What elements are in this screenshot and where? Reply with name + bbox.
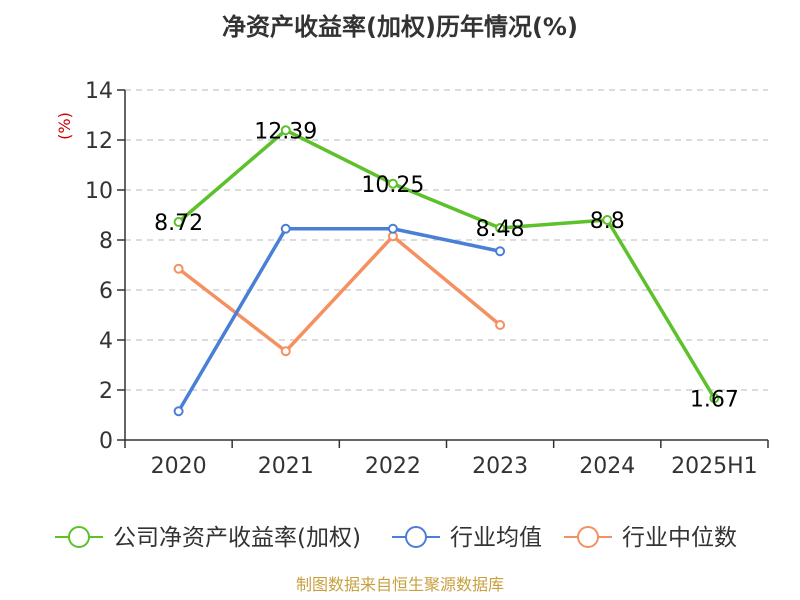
legend-item-0: 公司净资产收益率(加权) [55, 525, 361, 551]
data-point [387, 223, 398, 234]
y-tick-label: 10 [85, 179, 113, 204]
y-tick-label: 14 [85, 79, 113, 104]
data-point [602, 215, 613, 225]
data-label: 12.39 [254, 119, 317, 144]
axes: 0 2 4 6 8 10 12 14 2020 2021 2022 2023 2024 2025H1 [85, 79, 769, 479]
series-line [177, 227, 501, 413]
data-point [387, 178, 398, 189]
legend-item-1: 行业均值 [392, 525, 542, 551]
data-point [173, 217, 184, 227]
data-source-note: 制图数据来自恒生聚源数据库 [296, 575, 504, 594]
y-axis-unit-label: (%) [55, 112, 74, 140]
legend-label: 行业中位数 [622, 525, 737, 551]
series-1 [173, 223, 506, 417]
y-tick-label: 6 [99, 279, 113, 304]
data-point [495, 246, 506, 257]
legend-circle-marker [405, 526, 427, 548]
data-label: 8.72 [154, 211, 203, 236]
y-tick-label: 0 [99, 429, 113, 454]
series-group [173, 125, 720, 417]
series-line [177, 234, 502, 353]
x-tick-label: 2022 [365, 454, 421, 479]
legend-label: 行业均值 [450, 525, 542, 551]
chart-title: 净资产收益率(加权)历年情况(%) [222, 13, 578, 41]
x-tick-label: 2023 [472, 454, 528, 479]
legend: 公司净资产收益率(加权) 行业均值 行业中位数 [55, 525, 737, 551]
data-point [280, 125, 291, 136]
legend-circle-marker [577, 526, 599, 548]
data-label: 8.8 [590, 209, 625, 234]
legend-circle-marker [68, 526, 90, 548]
y-tick-label: 2 [99, 379, 113, 404]
y-tick-label: 8 [99, 229, 113, 254]
y-tick-label: 4 [99, 329, 113, 354]
legend-label: 公司净资产收益率(加权) [113, 525, 361, 551]
y-tick-label: 12 [85, 129, 113, 154]
data-label: 8.48 [476, 217, 525, 242]
x-tick-label: 2020 [151, 454, 207, 479]
data-point [495, 320, 506, 330]
x-tick-label: 2024 [579, 454, 635, 479]
x-tick-label: 2021 [258, 454, 314, 479]
data-point [495, 223, 506, 233]
data-point [173, 263, 184, 274]
data-label: 10.25 [361, 173, 424, 198]
data-point [709, 393, 720, 404]
legend-item-2: 行业中位数 [564, 525, 737, 551]
series-line [177, 128, 716, 400]
data-label: 1.67 [690, 387, 739, 412]
data-point [280, 346, 291, 357]
data-point [280, 223, 291, 234]
series-0 [173, 125, 720, 404]
x-tick-label: 2025H1 [671, 454, 758, 479]
data-point [173, 406, 184, 417]
data-labels: 8.72 12.39 10.25 8.48 8.8 1.67 [154, 119, 739, 412]
